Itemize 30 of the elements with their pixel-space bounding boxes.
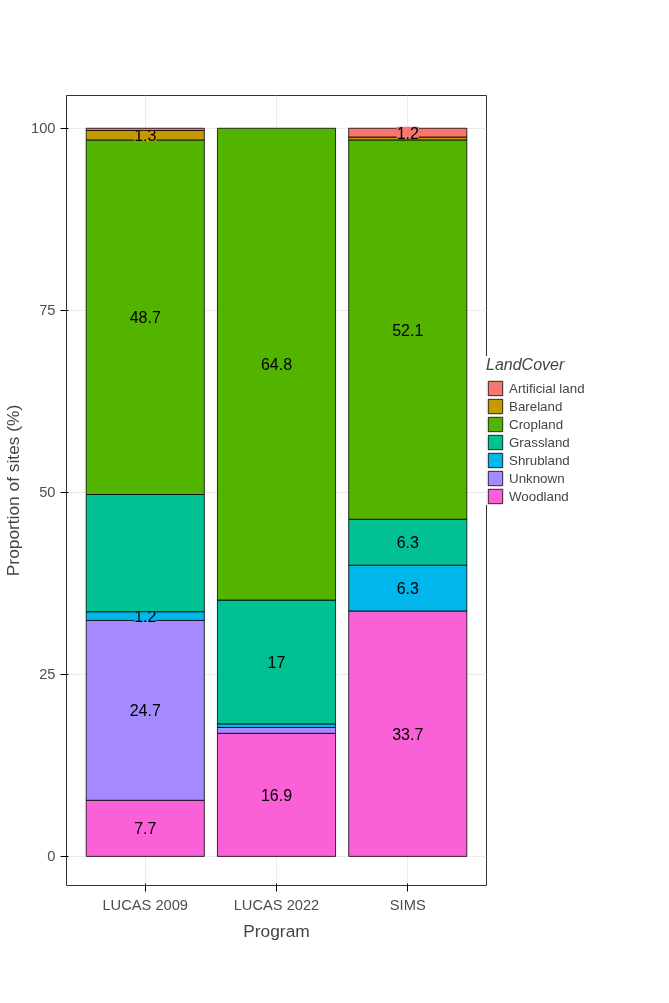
data-label: 64.8	[260, 356, 293, 374]
legend-label: Artificial land	[509, 380, 585, 396]
bar	[217, 732, 336, 857]
legend-label: Unknown	[509, 470, 565, 486]
legend-label: Shrubland	[509, 452, 570, 468]
data-label: 48.7	[129, 309, 161, 327]
data-label: 7.7	[134, 820, 157, 838]
x-tick-label: LUCAS 2009	[102, 896, 189, 913]
y-tick-label: 25	[39, 666, 56, 683]
x-axis-title: Program	[243, 920, 310, 941]
data-label: 6.3	[396, 580, 419, 598]
legend-label: Cropland	[509, 416, 564, 432]
y-tick-label: 75	[39, 302, 56, 319]
data-label: 17	[267, 653, 286, 671]
data-label: 52.1	[392, 321, 424, 339]
y-tick-label: 100	[31, 120, 56, 137]
data-label: 16.9	[260, 786, 293, 804]
data-label: 1.2	[396, 124, 419, 142]
legend-label: Woodland	[509, 488, 569, 504]
legend-label: Grassland	[509, 434, 570, 450]
y-tick-label: 0	[47, 848, 56, 865]
x-tick-label: SIMS	[389, 896, 426, 913]
data-label: 24.7	[129, 702, 161, 720]
legend-title: LandCover	[486, 356, 566, 374]
y-axis-title: Proportion of sites (%)	[3, 404, 24, 577]
legend-label: Bareland	[509, 398, 563, 414]
data-label: 33.7	[392, 725, 424, 743]
y-tick-label: 50	[39, 484, 56, 501]
data-label: 6.3	[396, 534, 419, 552]
x-tick-label: LUCAS 2022	[233, 896, 320, 913]
